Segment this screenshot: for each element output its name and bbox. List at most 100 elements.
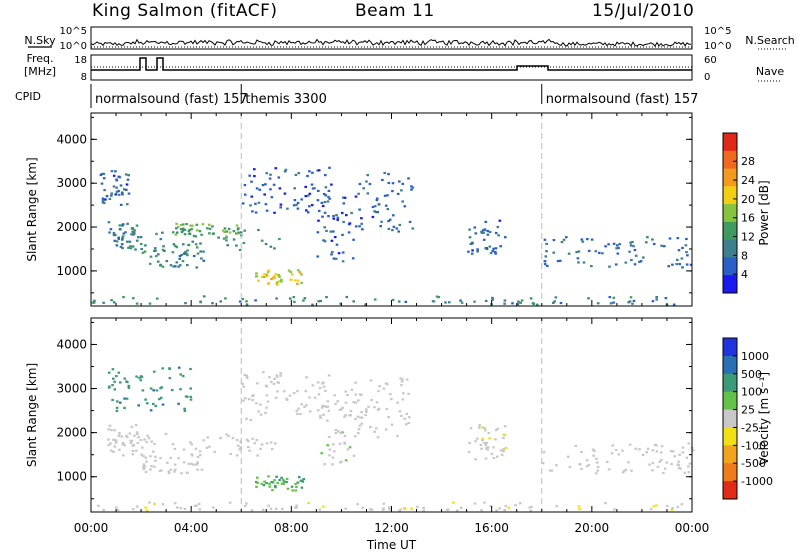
range-gate-cell — [121, 223, 125, 226]
range-gate-cell — [177, 457, 180, 460]
range-gate-cell — [310, 183, 314, 186]
range-gate-cell — [278, 187, 282, 190]
range-gate-cell — [445, 508, 449, 511]
range-gate-cell — [559, 301, 563, 305]
range-gate-cell — [135, 224, 139, 227]
range-gate-cell — [217, 236, 220, 239]
range-gate-cell — [681, 446, 685, 449]
range-gate-cell — [134, 248, 137, 251]
range-gate-cell — [340, 211, 344, 215]
noise-left-tick-top: 10^5 — [60, 26, 87, 37]
range-gate-cell — [295, 203, 298, 206]
range-gate-cell — [400, 189, 403, 192]
range-gate-cell — [671, 263, 674, 266]
range-gate-cell — [316, 199, 320, 202]
range-gate-cell — [574, 444, 578, 447]
range-gate-cell — [115, 186, 118, 189]
range-gate-cell — [115, 240, 119, 243]
range-gate-cell — [502, 448, 505, 451]
range-gate-cell — [148, 262, 152, 265]
range-gate-cell — [295, 409, 299, 412]
date-title: 15/Jul/2010 — [592, 1, 695, 21]
range-gate-cell — [687, 471, 691, 474]
range-gate-cell — [149, 468, 152, 471]
range-gate-cell — [323, 240, 327, 243]
range-gate-cell — [655, 296, 658, 299]
range-gate-cell — [270, 448, 274, 451]
range-gate-cell — [127, 174, 130, 177]
range-gate-cell — [222, 237, 226, 240]
range-gate-cell — [632, 245, 635, 248]
range-gate-cell — [295, 506, 298, 509]
range-gate-cell — [278, 275, 281, 278]
range-gate-cell — [150, 465, 153, 468]
range-gate-cell — [360, 422, 364, 425]
range-gate-cell — [325, 229, 328, 232]
range-gate-cell — [688, 462, 692, 465]
range-gate-cell — [350, 388, 354, 391]
colorbar-tick-label: 1000 — [741, 350, 769, 363]
range-gate-cell — [622, 469, 626, 473]
range-gate-cell — [324, 186, 328, 189]
range-gate-cell — [153, 502, 156, 505]
colorbar-swatch — [723, 391, 737, 411]
range-gate-cell — [511, 302, 514, 305]
range-gate-cell — [122, 454, 125, 457]
colorbar-swatch — [723, 257, 737, 276]
range-gate-cell — [352, 401, 356, 404]
colorbar-swatch — [723, 204, 737, 223]
x-tick-label: 20:00 — [575, 521, 610, 535]
range-gate-cell — [484, 443, 488, 447]
range-gate-cell — [253, 442, 256, 445]
range-gate-cell — [200, 233, 203, 236]
range-gate-cell — [391, 190, 394, 193]
range-gate-cell — [672, 303, 676, 306]
range-gate-cell — [169, 264, 173, 267]
range-gate-cell — [474, 232, 478, 235]
range-gate-cell — [455, 509, 459, 512]
range-gate-cell — [105, 195, 109, 198]
x-tick-label: 00:00 — [675, 521, 710, 535]
range-gate-cell — [196, 229, 199, 232]
range-gate-cell — [478, 424, 481, 427]
colorbar-swatch — [723, 239, 737, 258]
range-gate-cell — [269, 507, 273, 510]
range-gate-cell — [176, 225, 180, 228]
range-gate-cell — [336, 218, 339, 221]
range-gate-cell — [288, 394, 292, 397]
range-gate-cell — [124, 173, 128, 176]
colorbar-tick-label: 8 — [741, 249, 748, 262]
range-gate-cell — [280, 280, 283, 283]
range-gate-cell — [186, 471, 189, 474]
range-gate-cell — [634, 254, 638, 257]
range-gate-cell — [646, 236, 649, 239]
range-gate-cell — [149, 409, 153, 412]
range-gate-cell — [397, 230, 400, 233]
range-gate-cell — [225, 433, 228, 436]
range-gate-cell — [491, 298, 494, 301]
range-gate-cell — [243, 193, 247, 196]
range-gate-cell — [188, 228, 191, 231]
range-gate-cell — [305, 404, 308, 407]
range-gate-cell — [670, 508, 674, 511]
range-gate-cell — [391, 298, 395, 301]
range-gate-cell — [269, 380, 273, 383]
range-gate-cell — [319, 299, 322, 303]
range-gate-cell — [282, 480, 286, 483]
range-gate-cell — [383, 194, 387, 197]
freq-left-tick-top: 18 — [74, 55, 87, 66]
range-gate-cell — [279, 206, 282, 209]
range-gate-cell — [334, 431, 338, 435]
range-gate-cell — [270, 196, 274, 199]
range-gate-cell — [102, 177, 106, 180]
range-gate-cell — [164, 432, 168, 435]
range-gate-cell — [310, 204, 314, 207]
range-gate-cell — [296, 279, 300, 282]
range-gate-cell — [166, 461, 169, 464]
x-tick-label: 12:00 — [374, 521, 409, 535]
range-gate-cell — [170, 389, 174, 392]
range-gate-cell — [624, 261, 628, 264]
range-gate-cell — [478, 426, 481, 429]
range-gate-cell — [541, 462, 545, 465]
